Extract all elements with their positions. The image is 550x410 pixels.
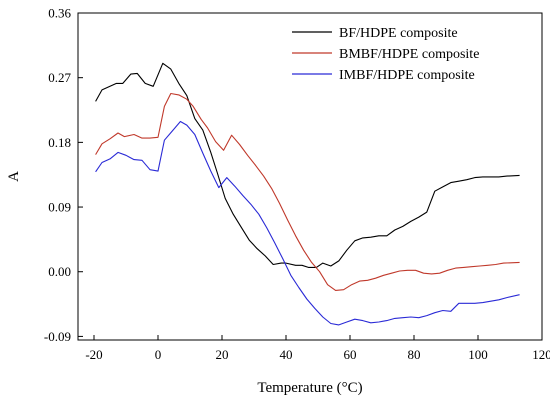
x-tick-label: 60: [344, 347, 357, 362]
legend-label-3: IMBF/HDPE composite: [339, 68, 475, 83]
y-tick-label: 0.18: [48, 135, 71, 150]
series-line-2: [95, 92, 520, 291]
y-tick-label: 0.09: [48, 200, 71, 215]
x-axis-title: Temperature (°C): [257, 380, 362, 396]
x-tick-label: -20: [85, 347, 102, 362]
x-tick-label: 80: [408, 347, 421, 362]
plot-marks: [95, 62, 520, 326]
y-tick-label: 0.00: [48, 264, 71, 279]
x-axis: -20 0 20 40 60 80 100 120: [85, 335, 550, 362]
legend: BF/HDPE composite BMBF/HDPE composite IMBF…: [292, 26, 479, 83]
plot-frame: [77, 12, 543, 341]
x-tick-label: 120: [532, 347, 550, 362]
x-tick-label: 40: [280, 347, 293, 362]
x-tick-label: 100: [468, 347, 488, 362]
y-tick-label: 0.36: [48, 6, 71, 21]
y-tick-label: -0.09: [44, 329, 71, 344]
legend-label-1: BF/HDPE composite: [339, 26, 458, 41]
y-tick-label: 0.27: [48, 70, 71, 85]
x-tick-label: 20: [216, 347, 229, 362]
legend-label-2: BMBF/HDPE composite: [339, 47, 479, 62]
y-axis-title: A: [6, 171, 22, 182]
y-axis: -0.09 0.00 0.09 0.18 0.27 0.36: [44, 6, 83, 344]
series-line-3: [95, 120, 520, 326]
x-tick-label: 0: [155, 347, 162, 362]
series-line-1: [95, 62, 520, 268]
